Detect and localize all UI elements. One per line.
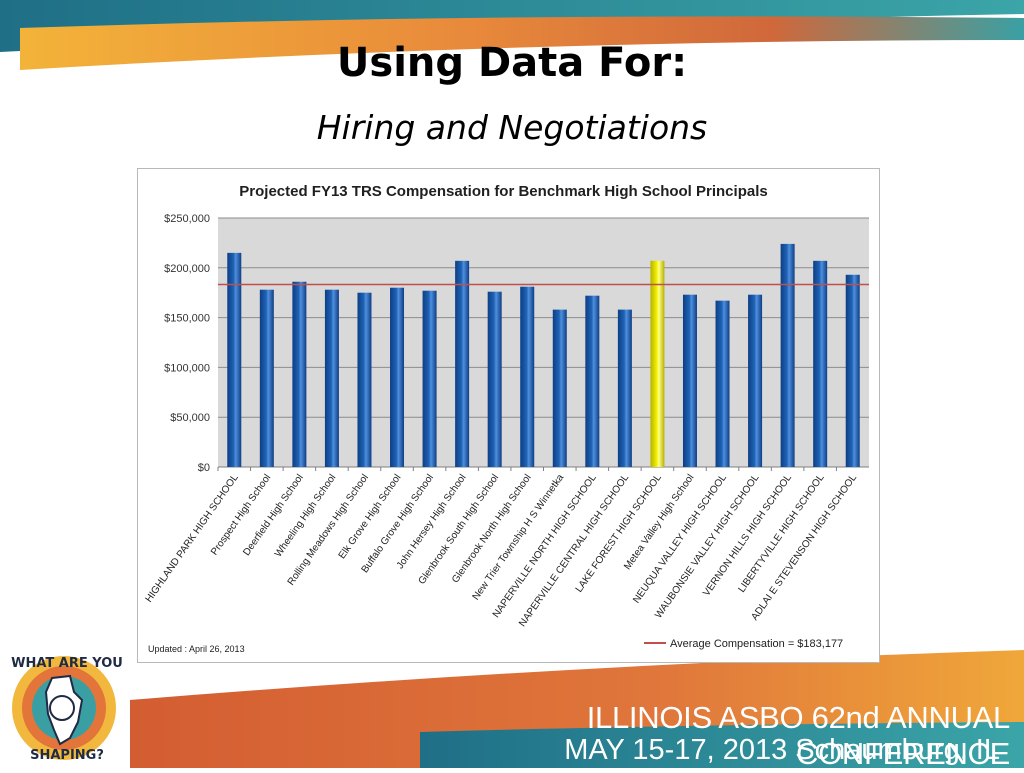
y-tick-label: $200,000 (164, 263, 210, 275)
bar (520, 286, 535, 467)
bar (227, 252, 242, 467)
bar (455, 260, 470, 467)
conference-dates: MAY 15-17, 2013 Schaumburg, IL (564, 734, 1000, 766)
bar (780, 243, 795, 467)
x-category-label: Wheeling High School (273, 472, 338, 559)
chart-title: Projected FY13 TRS Compensation for Benc… (239, 183, 767, 200)
chart-panel: Projected FY13 TRS Compensation for Benc… (137, 168, 880, 663)
bar (585, 295, 600, 467)
logo-top-text: WHAT ARE YOU (11, 656, 123, 671)
bar (324, 289, 339, 467)
bar-chart: Projected FY13 TRS Compensation for Benc… (144, 183, 869, 654)
legend-label: Average Compensation = $183,177 (670, 638, 843, 650)
x-category-label: Prospect High School (209, 472, 273, 557)
updated-note: Updated : April 26, 2013 (148, 644, 245, 654)
bar-highlight (650, 260, 665, 467)
bar (748, 294, 763, 467)
bar (357, 292, 372, 467)
y-tick-label: $0 (198, 462, 210, 474)
y-tick-label: $250,000 (164, 213, 210, 225)
x-category-label: Deerfield High School (241, 472, 305, 558)
bar (422, 290, 437, 467)
conference-logo: WHAT ARE YOU SHAPING? (0, 648, 134, 768)
logo-graphic (12, 656, 116, 760)
bar (259, 289, 274, 467)
y-tick-label: $150,000 (164, 313, 210, 325)
bar (845, 274, 860, 467)
x-category-label: Elk Grove High School (337, 472, 404, 561)
bar (292, 281, 307, 467)
bar (390, 287, 405, 467)
bar (487, 291, 502, 467)
bar (813, 260, 828, 467)
logo-bottom-text: SHAPING? (30, 748, 104, 763)
y-tick-label: $100,000 (164, 362, 210, 374)
plot-area (218, 218, 869, 467)
y-tick-label: $50,000 (170, 412, 210, 424)
bar (682, 294, 697, 467)
bar (617, 309, 632, 467)
slide-title: Using Data For: (336, 40, 688, 86)
conference-name: ILLINOIS ASBO 62nd ANNUAL CONFERENCE (586, 700, 1011, 771)
bar (715, 300, 730, 467)
slide-subtitle: Hiring and Negotiations (316, 108, 708, 147)
bar (552, 309, 567, 467)
